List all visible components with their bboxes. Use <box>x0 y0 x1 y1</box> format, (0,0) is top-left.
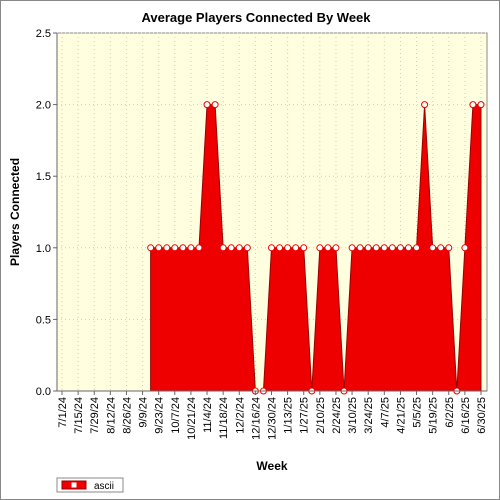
x-tick-label: 6/30/25 <box>476 397 488 434</box>
x-tick-label: 5/5/25 <box>412 397 424 428</box>
x-tick-label: 7/29/24 <box>89 397 101 434</box>
chart-title: Average Players Connected By Week <box>141 10 371 25</box>
x-tick-label: 1/13/25 <box>283 397 295 434</box>
point <box>437 244 445 252</box>
legend-label: ascii <box>94 481 114 492</box>
point <box>284 244 292 252</box>
x-tick-label: 6/16/25 <box>460 397 472 434</box>
y-tick-label: 2.0 <box>36 100 51 112</box>
x-tick-label: 7/15/24 <box>73 397 85 434</box>
point <box>300 244 308 252</box>
point <box>268 244 275 252</box>
x-tick-label: 9/9/24 <box>138 397 150 428</box>
x-tick-label: 1/27/25 <box>299 397 311 434</box>
x-tick-label: 12/2/24 <box>234 397 246 434</box>
point <box>195 244 203 252</box>
point <box>404 244 412 252</box>
x-tick-label: 11/4/24 <box>202 397 214 433</box>
x-tick-label: 10/21/24 <box>186 397 198 440</box>
point <box>364 244 372 252</box>
point <box>469 101 477 109</box>
point <box>316 244 324 252</box>
x-tick-label: 12/16/24 <box>250 397 262 440</box>
x-tick-label: 2/24/25 <box>331 397 343 434</box>
x-tick-label: 7/1/24 <box>57 397 69 428</box>
x-tick-label: 6/2/25 <box>444 397 456 428</box>
point <box>461 244 469 252</box>
point <box>348 244 356 252</box>
legend-marker <box>70 481 78 489</box>
y-axis-label: Players Connected <box>8 158 22 266</box>
point <box>413 244 421 252</box>
x-tick-label: 12/30/24 <box>267 397 279 440</box>
x-axis-label: Week <box>256 459 287 473</box>
point <box>332 244 340 252</box>
point <box>429 244 437 252</box>
point <box>155 244 163 252</box>
y-tick-label: 1.0 <box>36 243 51 255</box>
x-tick-label: 9/23/24 <box>154 397 166 434</box>
point <box>203 101 211 109</box>
x-tick-label: 8/12/24 <box>105 397 117 434</box>
point <box>372 244 380 252</box>
x-tick-label: 8/26/24 <box>121 397 133 434</box>
point <box>356 244 364 252</box>
x-tick-label: 4/7/25 <box>379 397 391 428</box>
point <box>171 244 179 252</box>
x-tick-label: 3/24/25 <box>363 397 375 434</box>
point <box>187 244 195 252</box>
point <box>219 244 227 252</box>
y-tick-label: 1.5 <box>36 171 51 183</box>
point <box>243 244 251 252</box>
point <box>211 101 219 109</box>
x-tick-label: 2/10/25 <box>315 397 327 434</box>
x-tick-label: 5/19/25 <box>428 397 440 434</box>
point <box>445 244 453 252</box>
y-tick-label: 0.0 <box>36 386 51 398</box>
x-tick-label: 11/18/24 <box>218 397 230 439</box>
point <box>388 244 396 252</box>
point <box>396 244 404 252</box>
point <box>227 244 235 252</box>
y-tick-label: 0.5 <box>36 314 51 326</box>
point <box>380 244 388 252</box>
x-tick-label: 4/21/25 <box>395 397 407 434</box>
x-tick-label: 10/7/24 <box>170 397 182 434</box>
marks <box>147 101 485 395</box>
point <box>421 101 429 109</box>
point <box>324 244 332 252</box>
x-tick-label: 3/10/25 <box>347 397 359 434</box>
point <box>179 244 187 252</box>
point <box>276 244 284 252</box>
point <box>147 244 155 252</box>
y-tick-label: 2.5 <box>36 28 51 40</box>
point <box>163 244 171 252</box>
point <box>235 244 243 252</box>
point <box>292 244 300 252</box>
point <box>477 101 485 109</box>
